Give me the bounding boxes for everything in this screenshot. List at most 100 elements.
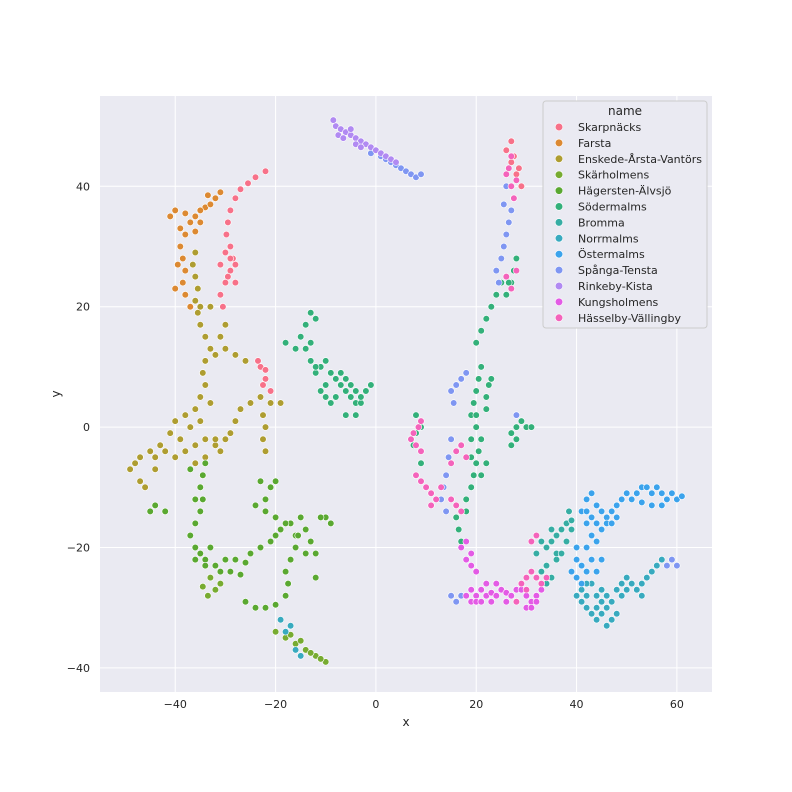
scatter-point (186, 423, 194, 431)
scatter-point (191, 297, 199, 305)
scatter-point (357, 143, 365, 151)
scatter-point (244, 179, 252, 187)
scatter-point (352, 411, 360, 419)
scatter-point (191, 441, 199, 449)
scatter-point (618, 592, 626, 600)
scatter-point (577, 598, 586, 606)
scatter-point (307, 309, 315, 317)
legend-marker (554, 138, 564, 147)
scatter-point (472, 567, 480, 576)
scatter-point (542, 573, 551, 582)
scatter-point (199, 495, 207, 504)
scatter-point (482, 579, 490, 588)
scatter-point (342, 411, 350, 419)
scatter-point (487, 598, 495, 606)
scatter-point (176, 435, 184, 443)
scatter-point (201, 561, 209, 570)
legend-entry: Östermalms (578, 248, 645, 261)
legend-entry: Hässelby-Vällingby (578, 312, 681, 325)
scatter-point (201, 357, 209, 365)
scatter-point (457, 543, 465, 552)
scatter-point (337, 381, 345, 389)
scatter-point (462, 592, 470, 600)
scatter-point (507, 152, 515, 160)
scatter-point (517, 182, 526, 190)
scatter-point (272, 513, 280, 522)
scatter-point (329, 116, 337, 124)
scatter-point (236, 570, 245, 579)
scatter-point (297, 652, 305, 660)
scatter-point (512, 435, 521, 443)
scatter-point (174, 261, 182, 269)
scatter-point (467, 586, 475, 594)
scatter-point (171, 206, 179, 214)
scatter-point (201, 435, 209, 443)
scatter-point (597, 598, 606, 606)
scatter-point (572, 543, 581, 552)
scatter-point (231, 194, 239, 202)
legend-marker (554, 297, 564, 307)
scatter-point (462, 453, 470, 461)
scatter-point (312, 573, 320, 582)
scatter-point (216, 579, 224, 588)
scatter-point (241, 357, 250, 365)
scatter-point (171, 453, 179, 461)
scatter-point (472, 592, 480, 600)
scatter-point (467, 483, 475, 491)
scatter-point (467, 561, 475, 570)
scatter-point (267, 387, 275, 395)
scatter-point (267, 483, 275, 491)
scatter-point (653, 483, 661, 491)
scatter-point (186, 218, 194, 226)
scatter-point (211, 351, 219, 359)
scatter-point (502, 598, 510, 606)
scatter-point (297, 637, 305, 645)
scatter-point (477, 435, 485, 443)
legend-entry: Rinkeby-Kista (578, 280, 653, 293)
scatter-point (302, 345, 310, 353)
scatter-point (282, 628, 290, 636)
scatter-point (613, 513, 621, 522)
scatter-point (357, 399, 365, 407)
scatter-point (181, 230, 189, 239)
scatter-point (532, 573, 541, 582)
scatter-point (557, 549, 566, 558)
scatter-point (437, 483, 445, 491)
scatter-point (317, 387, 325, 395)
scatter-point (417, 417, 425, 425)
legend-marker (554, 154, 564, 163)
scatter-point (181, 209, 189, 217)
scatter-point (171, 285, 179, 293)
scatter-point (603, 604, 611, 612)
scatter-point (146, 447, 154, 455)
scatter-point (196, 303, 204, 311)
scatter-point (409, 429, 418, 437)
scatter-point (608, 598, 616, 606)
scatter-point (226, 242, 234, 251)
scatter-point (231, 417, 239, 425)
scatter-point (292, 345, 300, 353)
y-tick-label: −40 (67, 662, 90, 675)
scatter-point (597, 610, 606, 618)
scatter-point (224, 273, 232, 281)
scatter-point (342, 375, 350, 383)
scatter-point (462, 537, 470, 546)
scatter-point (191, 519, 199, 528)
scatter-point (482, 405, 490, 413)
scatter-point (445, 453, 453, 461)
scatter-point (347, 381, 355, 389)
scatter-point (211, 561, 219, 570)
legend-entry: Bromma (578, 216, 625, 229)
scatter-point (567, 525, 576, 534)
scatter-point (294, 531, 302, 540)
scatter-point (362, 387, 370, 395)
scatter-point (422, 483, 430, 491)
scatter-point (246, 549, 255, 558)
scatter-point (653, 561, 661, 570)
scatter-point (417, 170, 425, 178)
scatter-point (191, 543, 199, 552)
scatter-point (532, 592, 541, 600)
scatter-point (196, 321, 204, 329)
scatter-point (322, 381, 330, 389)
scatter-point (542, 543, 551, 552)
